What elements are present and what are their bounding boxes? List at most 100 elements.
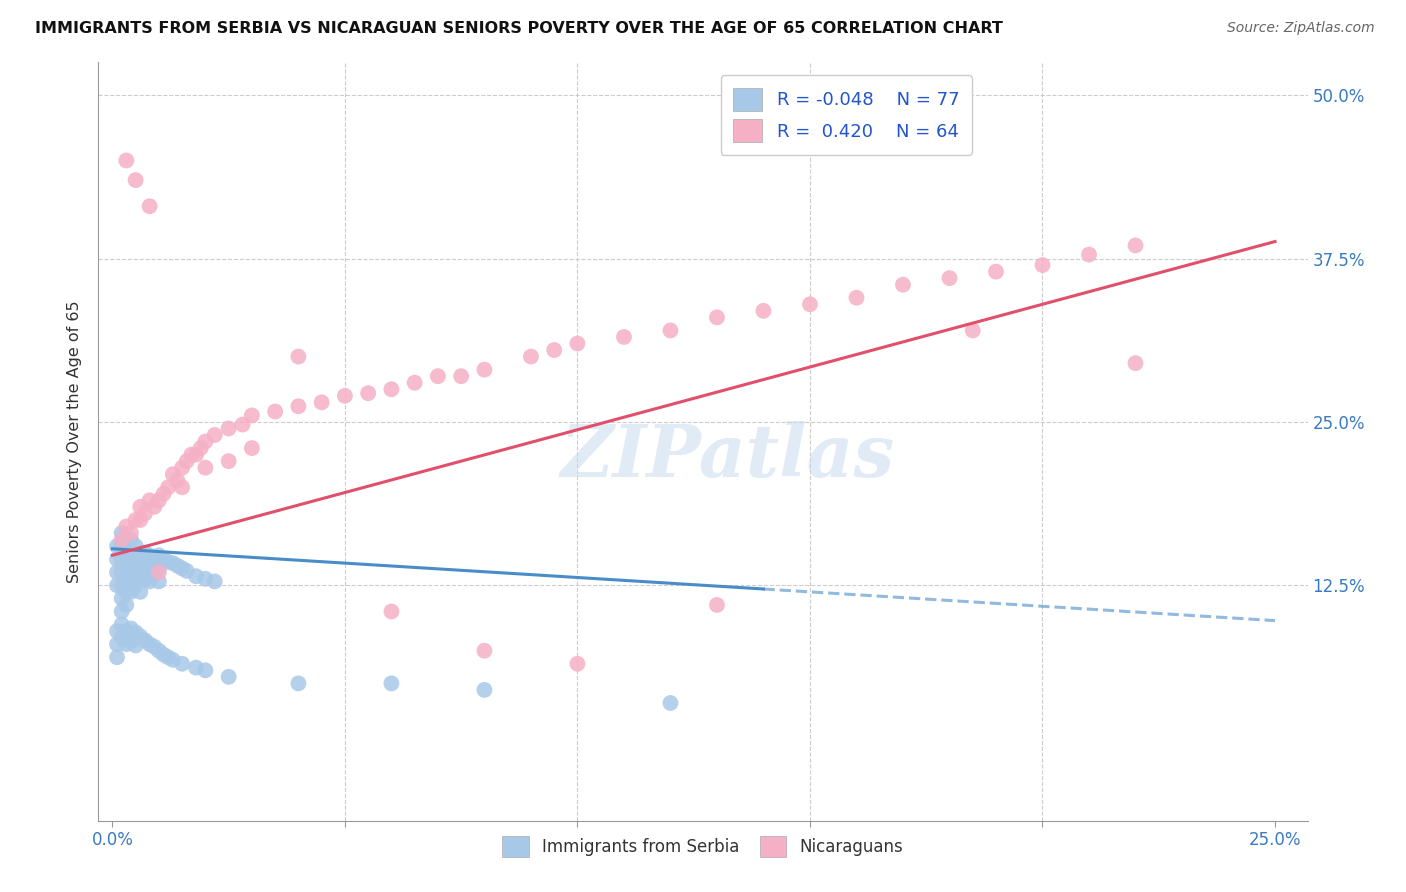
- Point: [426, 369, 449, 384]
- Point: [474, 643, 496, 657]
- Point: [120, 546, 142, 560]
- Point: [129, 513, 152, 527]
- Text: ZIPatlas: ZIPatlas: [560, 421, 894, 492]
- Point: [138, 637, 160, 651]
- Point: [124, 639, 146, 653]
- Point: [111, 605, 134, 619]
- Point: [134, 572, 156, 586]
- Point: [240, 441, 263, 455]
- Point: [115, 558, 138, 573]
- Point: [111, 631, 134, 645]
- Point: [1125, 356, 1147, 370]
- Point: [105, 578, 128, 592]
- Point: [232, 417, 254, 432]
- Point: [474, 362, 496, 376]
- Point: [380, 605, 402, 619]
- Point: [520, 350, 543, 364]
- Point: [799, 297, 821, 311]
- Point: [129, 558, 152, 573]
- Point: [984, 264, 1007, 278]
- Point: [162, 556, 184, 570]
- Point: [172, 460, 194, 475]
- Y-axis label: Seniors Poverty Over the Age of 65: Seniors Poverty Over the Age of 65: [67, 301, 83, 582]
- Point: [120, 622, 142, 636]
- Point: [706, 310, 728, 325]
- Point: [152, 648, 174, 662]
- Point: [172, 480, 194, 494]
- Point: [543, 343, 565, 357]
- Point: [105, 552, 128, 566]
- Point: [148, 574, 170, 589]
- Point: [105, 566, 128, 580]
- Point: [143, 640, 166, 654]
- Point: [115, 533, 138, 547]
- Point: [129, 585, 152, 599]
- Point: [115, 624, 138, 639]
- Text: IMMIGRANTS FROM SERBIA VS NICARAGUAN SENIORS POVERTY OVER THE AGE OF 65 CORRELAT: IMMIGRANTS FROM SERBIA VS NICARAGUAN SEN…: [35, 21, 1002, 37]
- Point: [134, 558, 156, 573]
- Point: [124, 539, 146, 553]
- Point: [134, 546, 156, 560]
- Point: [162, 467, 184, 482]
- Point: [659, 696, 682, 710]
- Point: [115, 546, 138, 560]
- Point: [162, 653, 184, 667]
- Point: [1125, 238, 1147, 252]
- Point: [120, 558, 142, 573]
- Point: [138, 199, 160, 213]
- Point: [157, 480, 180, 494]
- Point: [752, 303, 775, 318]
- Point: [105, 624, 128, 639]
- Point: [311, 395, 333, 409]
- Point: [152, 487, 174, 501]
- Point: [218, 454, 240, 468]
- Point: [148, 493, 170, 508]
- Point: [357, 386, 380, 401]
- Point: [138, 561, 160, 575]
- Point: [190, 441, 212, 455]
- Legend: Immigrants from Serbia, Nicaraguans: Immigrants from Serbia, Nicaraguans: [494, 827, 912, 865]
- Point: [115, 519, 138, 533]
- Point: [120, 634, 142, 648]
- Point: [115, 153, 138, 168]
- Point: [180, 448, 202, 462]
- Point: [659, 323, 682, 337]
- Point: [157, 650, 180, 665]
- Point: [105, 539, 128, 553]
- Point: [176, 564, 198, 578]
- Point: [105, 637, 128, 651]
- Point: [152, 552, 174, 566]
- Point: [138, 493, 160, 508]
- Point: [111, 591, 134, 606]
- Point: [111, 526, 134, 541]
- Point: [138, 574, 160, 589]
- Point: [1031, 258, 1053, 272]
- Point: [194, 663, 217, 677]
- Point: [184, 569, 207, 583]
- Point: [204, 428, 226, 442]
- Point: [450, 369, 472, 384]
- Point: [148, 548, 170, 563]
- Point: [287, 676, 309, 690]
- Point: [115, 637, 138, 651]
- Point: [891, 277, 914, 292]
- Point: [115, 572, 138, 586]
- Point: [115, 585, 138, 599]
- Point: [184, 448, 207, 462]
- Point: [1078, 247, 1101, 261]
- Point: [184, 661, 207, 675]
- Point: [218, 421, 240, 435]
- Point: [129, 500, 152, 514]
- Point: [204, 574, 226, 589]
- Point: [111, 539, 134, 553]
- Point: [218, 670, 240, 684]
- Point: [120, 526, 142, 541]
- Point: [333, 389, 356, 403]
- Point: [124, 578, 146, 592]
- Point: [194, 434, 217, 449]
- Point: [287, 350, 309, 364]
- Point: [567, 336, 589, 351]
- Point: [111, 566, 134, 580]
- Point: [138, 548, 160, 563]
- Point: [938, 271, 960, 285]
